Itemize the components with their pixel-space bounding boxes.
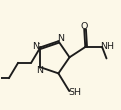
Text: ·: · [36,38,40,51]
Text: NH: NH [100,42,114,51]
Text: N: N [58,34,65,43]
Text: N: N [36,66,43,75]
Text: SH: SH [68,88,81,97]
Text: N: N [32,42,39,51]
Text: O: O [80,22,88,31]
